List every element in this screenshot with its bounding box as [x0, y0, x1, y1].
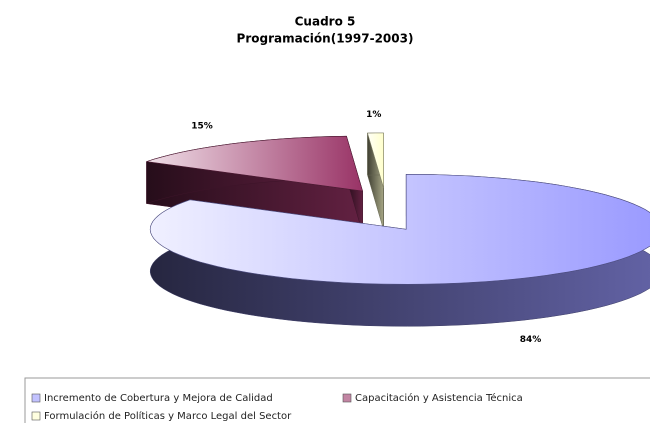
- slice: [149, 173, 650, 285]
- chart-subtitle: Programación(1997-2003): [237, 32, 414, 46]
- slice-group: [149, 173, 650, 327]
- value-label: 15%: [191, 122, 213, 132]
- value-label: 84%: [520, 335, 542, 345]
- legend-label: Formulación de Políticas y Marco Legal d…: [44, 410, 292, 422]
- value-label: 1%: [366, 110, 381, 120]
- legend-swatch: [31, 393, 41, 403]
- legend-swatch: [31, 411, 41, 421]
- legend-label: Capacitación y Asistencia Técnica: [355, 392, 523, 404]
- slice-group: [146, 135, 364, 234]
- slice: [367, 132, 384, 189]
- legend-swatch: [342, 393, 352, 403]
- legend-box: [24, 377, 650, 423]
- slice-group: [367, 132, 384, 231]
- slice: [146, 135, 364, 192]
- chart-title: Cuadro 5: [295, 15, 356, 29]
- legend-label: Incremento de Cobertura y Mejora de Cali…: [44, 393, 273, 404]
